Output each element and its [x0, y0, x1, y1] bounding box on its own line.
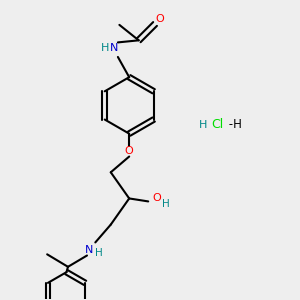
Text: N: N [85, 244, 94, 255]
Text: H: H [162, 199, 170, 209]
Text: O: O [156, 14, 164, 24]
Text: N: N [110, 44, 118, 53]
Text: H: H [95, 248, 103, 257]
Text: O: O [124, 146, 133, 157]
Text: H: H [199, 120, 207, 130]
Text: Cl: Cl [211, 118, 223, 131]
Text: -H: -H [225, 118, 242, 131]
Text: H: H [101, 44, 110, 53]
Text: O: O [153, 193, 161, 203]
